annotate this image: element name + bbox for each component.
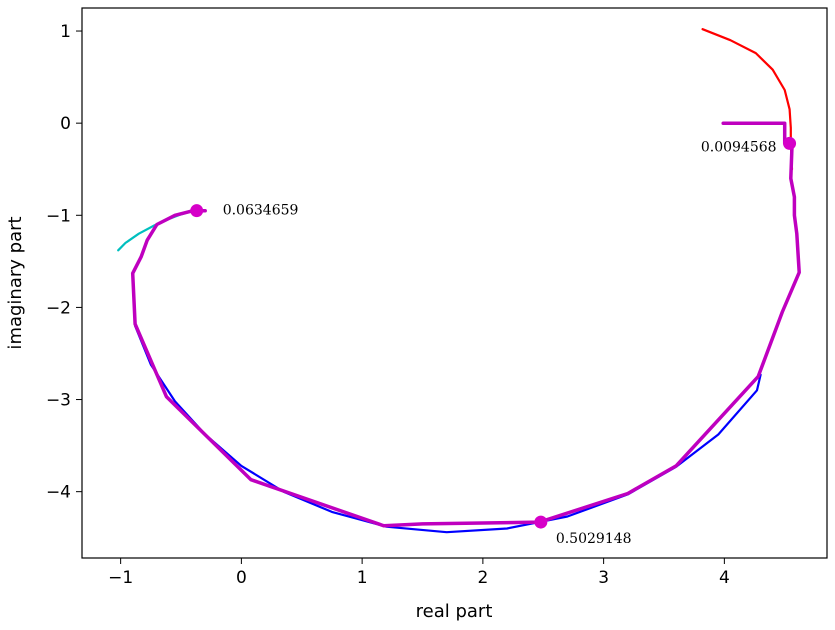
series-layer <box>117 28 801 534</box>
x-tick-label: −1 <box>108 568 133 588</box>
y-axis-label: imaginary part <box>5 216 26 349</box>
x-tick-label: 0 <box>236 568 247 588</box>
series-line-2 <box>132 299 762 534</box>
marker-layer: 0.0094568 0.0634659 0.5029148 <box>190 136 797 547</box>
point-annotation: 0.0634659 <box>223 203 299 219</box>
y-tick-label: −2 <box>46 298 71 318</box>
point-annotation: 0.0094568 <box>701 139 777 155</box>
x-tick-label: 2 <box>477 568 488 588</box>
x-axis-ticks: −1 0 1 2 3 4 <box>108 558 730 588</box>
point-marker-2 <box>534 515 548 529</box>
y-tick-label: 0 <box>60 114 71 134</box>
x-tick-label: 4 <box>719 568 730 588</box>
y-tick-label: −1 <box>46 206 71 226</box>
x-axis-label: real part <box>416 601 493 622</box>
plot-frame <box>81 7 828 559</box>
series-line-1 <box>117 209 203 252</box>
y-tick-label: −3 <box>46 391 71 411</box>
y-tick-label: −4 <box>46 483 71 503</box>
x-tick-label: 1 <box>357 568 368 588</box>
point-marker-1 <box>190 204 204 218</box>
point-annotation: 0.5029148 <box>556 531 632 547</box>
point-marker-0 <box>783 136 797 150</box>
series-line-3 <box>130 121 801 528</box>
y-axis-ticks: 1 0 −1 −2 −3 −4 <box>46 22 82 503</box>
x-tick-label: 3 <box>598 568 609 588</box>
y-tick-label: 1 <box>60 22 71 42</box>
